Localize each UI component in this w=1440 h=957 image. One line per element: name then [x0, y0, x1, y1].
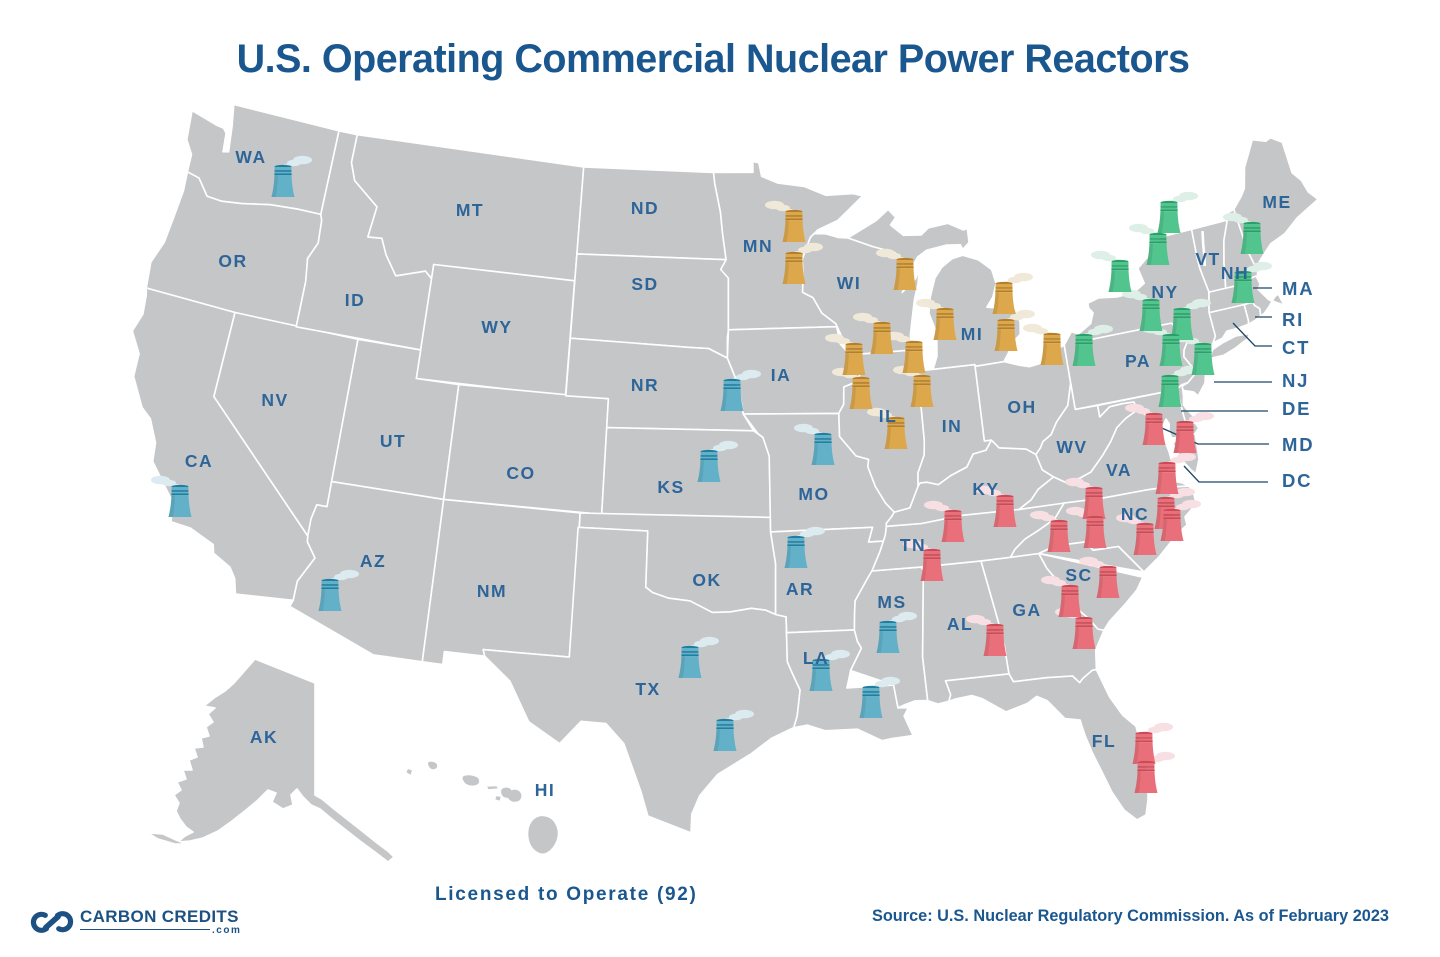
svg-text:SC: SC — [1065, 565, 1092, 585]
svg-text:OK: OK — [692, 570, 721, 590]
svg-text:TX: TX — [635, 679, 660, 699]
svg-text:CT: CT — [1282, 337, 1310, 358]
svg-text:WY: WY — [481, 317, 512, 337]
svg-text:IA: IA — [771, 365, 792, 385]
svg-text:AZ: AZ — [360, 551, 386, 571]
svg-text:ID: ID — [345, 290, 366, 310]
svg-text:WI: WI — [837, 273, 861, 293]
svg-text:DE: DE — [1282, 398, 1311, 419]
svg-text:WV: WV — [1056, 437, 1087, 457]
svg-text:IL: IL — [879, 406, 898, 426]
svg-text:NJ: NJ — [1282, 370, 1309, 391]
svg-text:NC: NC — [1121, 504, 1149, 524]
svg-text:IN: IN — [942, 416, 963, 436]
svg-text:MI: MI — [961, 324, 983, 344]
svg-text:LA: LA — [803, 648, 829, 668]
svg-text:PA: PA — [1125, 351, 1151, 371]
svg-text:ME: ME — [1262, 192, 1291, 212]
svg-text:AR: AR — [786, 579, 814, 599]
svg-text:FL: FL — [1092, 731, 1116, 751]
svg-text:MD: MD — [1282, 434, 1314, 455]
svg-text:MO: MO — [798, 484, 829, 504]
svg-text:UT: UT — [380, 431, 406, 451]
svg-text:MA: MA — [1282, 278, 1314, 299]
svg-text:AL: AL — [947, 614, 973, 634]
svg-text:CO: CO — [506, 463, 535, 483]
svg-text:KY: KY — [972, 479, 999, 499]
svg-text:AK: AK — [250, 727, 278, 747]
svg-text:CA: CA — [185, 451, 213, 471]
svg-text:RI: RI — [1282, 309, 1304, 330]
svg-text:VT: VT — [1195, 249, 1220, 269]
svg-text:NH: NH — [1221, 263, 1249, 283]
svg-text:NR: NR — [631, 375, 659, 395]
svg-text:KS: KS — [657, 477, 684, 497]
svg-text:WA: WA — [235, 147, 266, 167]
svg-text:NY: NY — [1151, 282, 1178, 302]
svg-text:OR: OR — [218, 251, 247, 271]
svg-text:MN: MN — [743, 236, 773, 256]
svg-text:DC: DC — [1282, 470, 1312, 491]
svg-text:MT: MT — [456, 200, 484, 220]
svg-text:OH: OH — [1007, 397, 1036, 417]
svg-text:ND: ND — [631, 198, 659, 218]
svg-text:TN: TN — [900, 535, 926, 555]
svg-text:GA: GA — [1012, 600, 1041, 620]
svg-text:VA: VA — [1106, 460, 1132, 480]
svg-text:HI: HI — [535, 780, 556, 800]
svg-text:SD: SD — [631, 274, 658, 294]
svg-text:NV: NV — [261, 390, 288, 410]
svg-text:NM: NM — [477, 581, 507, 601]
svg-text:MS: MS — [877, 592, 906, 612]
